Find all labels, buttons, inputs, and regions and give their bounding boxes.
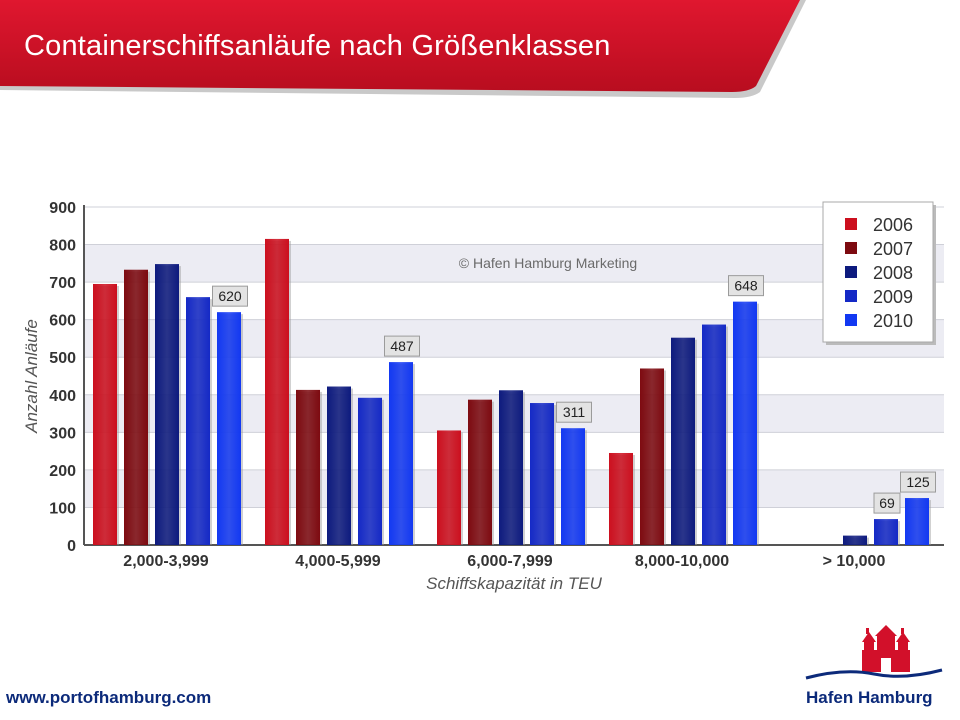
bar-2010-2: [561, 428, 585, 545]
grid-band: [84, 319, 944, 358]
bar-2008-2: [499, 390, 523, 545]
data-label: 125: [906, 474, 930, 490]
legend-swatch-2010: [845, 314, 857, 326]
legend-swatch-2008: [845, 266, 857, 278]
y-tick-label: 800: [49, 238, 76, 255]
bar-2007-0: [124, 269, 148, 545]
legend-box: [822, 201, 934, 343]
watermark-text: © Hafen Hamburg Marketing: [459, 255, 637, 271]
data-label-box: [384, 335, 420, 357]
y-tick-label: 900: [49, 200, 76, 217]
x-tick-label: 6,000-7,999: [467, 553, 553, 570]
data-label: 69: [879, 495, 895, 511]
y-tick-label: 0: [67, 538, 76, 555]
legend-label: 2008: [873, 263, 913, 283]
bar-2009-2: [530, 403, 554, 545]
bar-2009-4: [874, 519, 898, 545]
bar-2007-1: [296, 389, 320, 545]
legend-swatch-2006: [845, 218, 857, 230]
data-label-box: [873, 492, 901, 514]
bar-2009-3: [702, 324, 726, 545]
bar-2008-3: [671, 337, 695, 545]
data-label: 620: [218, 288, 242, 304]
bar-2008-1: [327, 386, 351, 545]
legend-label: 2007: [873, 239, 913, 259]
y-axis-title: Anzahl Anläufe: [22, 319, 41, 434]
bar-2007-3: [640, 368, 664, 545]
bar-2008-4: [843, 535, 867, 545]
bar-2010-3: [733, 301, 757, 545]
footer-url-link[interactable]: www.portofhamburg.com: [6, 688, 212, 707]
page-title: Containerschiffsanläufe nach Größenklass…: [24, 30, 611, 62]
bar-2006-0: [93, 283, 117, 545]
y-tick-label: 700: [49, 275, 76, 292]
data-label: 487: [390, 338, 414, 354]
bar-2006-3: [609, 452, 633, 545]
data-label: 648: [734, 278, 758, 294]
y-tick-label: 200: [49, 463, 76, 480]
data-label-box: [556, 401, 592, 423]
bar-2010-0: [217, 312, 241, 545]
brand-name: Hafen Hamburg: [806, 688, 933, 707]
bar-2010-4: [905, 498, 929, 545]
bar-2009-1: [358, 397, 382, 545]
legend-swatch-2007: [845, 242, 857, 254]
data-label-box: [900, 471, 936, 493]
grid-band: [84, 244, 944, 283]
x-axis-title: Schiffskapazität in TEU: [426, 574, 602, 593]
y-tick-label: 600: [49, 313, 76, 330]
x-tick-label: > 10,000: [823, 553, 886, 570]
x-tick-label: 8,000-10,000: [635, 553, 729, 570]
data-label-box: [212, 285, 248, 307]
bar-2007-2: [468, 399, 492, 545]
y-tick-label: 400: [49, 388, 76, 405]
x-tick-label: 2,000-3,999: [123, 553, 209, 570]
bar-2009-0: [186, 297, 210, 545]
bar-2010-1: [389, 362, 413, 545]
legend-label: 2009: [873, 287, 913, 307]
bar-2006-1: [265, 238, 289, 545]
header-banner: [0, 0, 806, 98]
legend-swatch-2009: [845, 290, 857, 302]
y-tick-label: 100: [49, 500, 76, 517]
x-tick-label: 4,000-5,999: [295, 553, 381, 570]
data-label: 311: [563, 404, 586, 420]
y-tick-label: 300: [49, 425, 76, 442]
y-tick-label: 500: [49, 350, 76, 367]
legend-label: 2006: [873, 215, 913, 235]
bar-2006-2: [437, 430, 461, 545]
legend-label: 2010: [873, 311, 913, 331]
data-label-box: [728, 275, 764, 297]
hamburg-castle-logo-icon: [805, 625, 943, 680]
bar-chart: 0 100 200 300 400 500 600 700 800 900 © Hafen Hamb…: [22, 200, 944, 593]
bar-2008-0: [155, 264, 179, 545]
